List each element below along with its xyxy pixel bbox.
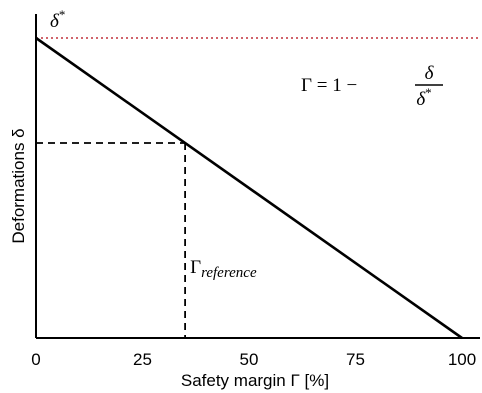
reference-symbol: Γ [190,257,201,278]
x-tick-label: 25 [133,350,152,369]
x-tick-label: 100 [448,350,476,369]
y-axis-label: Deformations δ [9,128,28,243]
x-tick-label: 50 [240,350,259,369]
formula-numerator: δ [425,63,435,84]
series-layer [35,36,463,340]
threshold-symbol: δ [50,11,60,32]
threshold-superscript: * [59,7,66,22]
formula-denominator-superscript: * [425,85,432,100]
x-axis-label: Safety margin Γ [%] [181,371,329,390]
formula-denominator: δ* [416,85,431,110]
reference-layer [36,142,187,338]
reference-subscript: reference [201,265,257,281]
x-tick-labels: 0 25 50 75 100 [31,350,476,369]
reference-label: Γreference [190,257,257,281]
x-tick-label: 75 [346,350,365,369]
threshold-label: δ* [50,7,65,32]
formula-lhs: Γ = 1 − [301,75,357,96]
formula: Γ = 1 − δ δ* [301,63,443,110]
formula-denominator-symbol: δ [416,89,426,110]
series-line-0 [35,36,463,340]
x-tick-label: 0 [31,350,40,369]
